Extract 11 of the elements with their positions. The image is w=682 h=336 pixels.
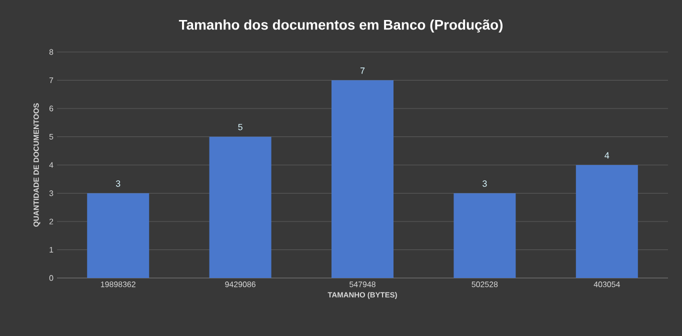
data-label: 3: [116, 180, 120, 187]
bar: [87, 193, 150, 278]
data-label: 3: [482, 180, 487, 187]
bar: [454, 193, 516, 278]
data-label: 4: [604, 152, 610, 158]
data-label: 5: [238, 124, 242, 130]
data-label: 7: [360, 68, 365, 74]
bar: [332, 80, 394, 278]
bar: [576, 165, 638, 278]
chart-title: Tamanho dos documentos em Banco (Produção): [178, 19, 503, 32]
bar: [209, 136, 272, 278]
